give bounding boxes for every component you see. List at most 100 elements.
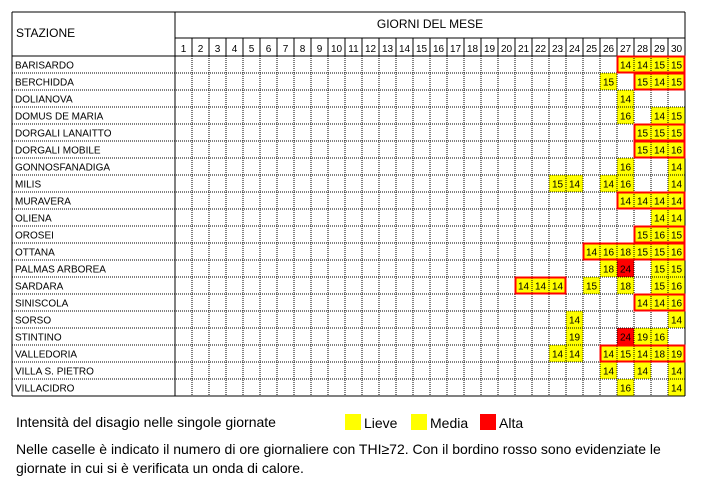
cell-value: 14	[620, 95, 632, 106]
day-number: 8	[300, 44, 306, 55]
day-number: 28	[637, 44, 649, 55]
station-name: DORGALI LANAITTO	[15, 129, 112, 140]
cell-value: 14	[620, 61, 632, 72]
cell-value: 14	[603, 180, 615, 191]
cell-value: 15	[671, 112, 683, 123]
cell-fill	[651, 260, 668, 277]
cell-value: 14	[518, 282, 530, 293]
station-name: OTTANA	[15, 248, 55, 259]
cell-value: 16	[671, 248, 683, 259]
station-name: MURAVERA	[15, 197, 71, 208]
heatwave-outline	[616, 191, 686, 210]
cell-fill	[668, 158, 685, 175]
day-number: 23	[552, 44, 564, 55]
station-name: DOMUS DE MARIA	[15, 112, 104, 123]
day-number: 18	[467, 44, 479, 55]
cell-value: 15	[654, 61, 666, 72]
station-name: BERCHIDDA	[15, 78, 74, 89]
cell-value: 14	[671, 214, 683, 225]
cell-value: 16	[620, 163, 632, 174]
day-number: 15	[416, 44, 428, 55]
cell-fill	[668, 175, 685, 192]
day-number: 29	[654, 44, 666, 55]
cell-value: 14	[637, 197, 649, 208]
heatwave-outline	[633, 293, 686, 312]
cell-fill	[651, 226, 668, 243]
day-number: 12	[365, 44, 377, 55]
cell-fill	[617, 107, 634, 124]
cell-value: 15	[620, 350, 632, 361]
heatwave-outline	[599, 344, 686, 363]
cell-fill	[651, 56, 668, 73]
cell-fill	[651, 328, 668, 345]
day-number: 9	[317, 44, 323, 55]
cell-value: 19	[637, 333, 649, 344]
cell-value: 16	[671, 282, 683, 293]
day-number: 13	[382, 44, 394, 55]
cell-value: 14	[654, 112, 666, 123]
day-number: 11	[348, 44, 359, 55]
cell-value: 14	[569, 316, 581, 327]
day-number: 16	[433, 44, 445, 55]
cell-fill	[668, 345, 685, 362]
cell-value: 15	[637, 129, 649, 140]
cell-fill	[617, 277, 634, 294]
day-number: 7	[283, 44, 289, 55]
cell-value: 14	[569, 350, 581, 361]
station-name: VALLEDORIA	[15, 350, 77, 361]
cell-fill	[600, 243, 617, 260]
cell-value: 14	[671, 180, 683, 191]
cell-fill	[617, 56, 634, 73]
cell-fill	[634, 141, 651, 158]
cell-fill	[634, 345, 651, 362]
legend-label-media: Media	[430, 415, 469, 431]
legend-item-lieve: Lieve	[345, 414, 397, 431]
cell-value: 16	[620, 384, 632, 395]
cell-fill	[617, 243, 634, 260]
cell-fill	[617, 192, 634, 209]
cell-fill	[617, 345, 634, 362]
cell-value: 15	[654, 129, 666, 140]
cell-fill	[668, 260, 685, 277]
cell-fill	[668, 192, 685, 209]
cell-fill	[668, 243, 685, 260]
heatwave-outline	[633, 140, 686, 159]
cell-value: 14	[671, 384, 683, 395]
station-name: MILIS	[15, 180, 41, 191]
cell-value: 15	[603, 78, 615, 89]
cell-fill	[651, 209, 668, 226]
cell-fill	[617, 175, 634, 192]
legend-label-lieve: Lieve	[364, 415, 398, 431]
station-name: SINISCOLA	[15, 299, 69, 310]
cell-value: 14	[603, 367, 615, 378]
cell-value: 18	[654, 350, 666, 361]
station-name: VILLACIDRO	[15, 384, 75, 395]
cell-fill	[634, 328, 651, 345]
cell-fill	[600, 175, 617, 192]
cell-fill	[651, 124, 668, 141]
cell-fill	[566, 175, 583, 192]
cell-fill	[668, 277, 685, 294]
cell-fill	[668, 311, 685, 328]
station-header: STAZIONE	[16, 26, 75, 40]
cell-value: 14	[569, 180, 581, 191]
station-name: VILLA S. PIETRO	[15, 367, 94, 378]
day-number: 27	[620, 44, 632, 55]
legend-swatch-media	[411, 414, 427, 430]
legend-swatch-alta	[480, 414, 496, 430]
heatwave-outline	[582, 242, 686, 261]
cell-fill	[668, 56, 685, 73]
cell-fill	[634, 294, 651, 311]
day-number: 20	[501, 44, 513, 55]
station-name: BARISARDO	[15, 61, 74, 72]
cell-fill	[668, 226, 685, 243]
station-name: DORGALI MOBILE	[15, 146, 101, 157]
cell-fill	[600, 73, 617, 90]
station-name: OROSEI	[15, 231, 54, 242]
cell-fill	[634, 362, 651, 379]
cell-value: 19	[569, 333, 581, 344]
day-number: 1	[181, 44, 187, 55]
cell-value: 15	[671, 129, 683, 140]
cell-fill	[634, 192, 651, 209]
